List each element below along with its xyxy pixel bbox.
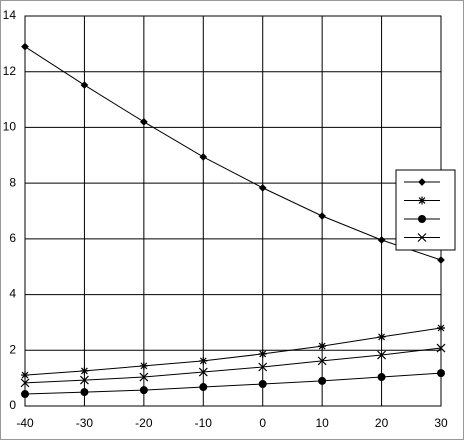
marker: [317, 356, 327, 366]
y-tick-label: 4: [9, 287, 16, 301]
marker: [21, 390, 29, 399]
x-tick-label: -30: [76, 416, 94, 430]
series-line: [24, 347, 442, 384]
marker: [418, 215, 426, 223]
series-line: [24, 327, 442, 376]
marker: [199, 153, 208, 161]
marker: [318, 342, 327, 351]
marker: [258, 349, 267, 358]
marker: [417, 233, 427, 242]
marker: [199, 383, 208, 392]
marker: [258, 184, 267, 192]
x-tick-label: -40: [16, 416, 34, 430]
y-tick-label: 12: [3, 64, 17, 78]
y-tick-label: 14: [3, 8, 17, 22]
marker: [198, 367, 208, 377]
marker: [80, 81, 89, 89]
marker: [377, 350, 386, 360]
y-tick-label: 0: [9, 398, 16, 412]
marker: [436, 343, 446, 353]
marker: [21, 371, 29, 380]
marker: [139, 361, 148, 370]
y-tick-label: 8: [9, 175, 16, 189]
marker: [80, 388, 89, 397]
marker: [437, 256, 445, 264]
x-tick-label: 20: [375, 416, 389, 430]
marker: [377, 373, 386, 382]
marker: [139, 386, 148, 395]
marker: [80, 375, 89, 385]
y-tick-label: 6: [9, 231, 16, 245]
series-line: [24, 372, 442, 395]
marker: [418, 178, 426, 186]
marker: [21, 42, 29, 51]
marker: [258, 379, 267, 388]
legend-box: [395, 169, 456, 251]
y-tick-label: 10: [3, 120, 17, 134]
marker: [318, 212, 326, 220]
marker: [377, 332, 386, 341]
marker: [318, 376, 327, 385]
marker: [258, 362, 268, 372]
x-tick-label: 10: [315, 416, 329, 430]
marker: [80, 366, 89, 375]
marker: [437, 369, 445, 378]
legend: [395, 169, 456, 251]
marker: [418, 196, 426, 205]
x-tick-label: -10: [195, 416, 213, 430]
series-line: [24, 46, 442, 261]
x-tick-label: -20: [135, 416, 153, 430]
marker: [199, 356, 208, 365]
marker: [437, 324, 445, 332]
marker: [20, 378, 30, 388]
x-tick-label: 0: [259, 416, 266, 430]
x-tick-label: 30: [434, 416, 448, 430]
marker: [139, 372, 149, 382]
marker: [140, 118, 148, 126]
y-tick-label: 2: [9, 342, 16, 356]
marker: [377, 236, 386, 244]
